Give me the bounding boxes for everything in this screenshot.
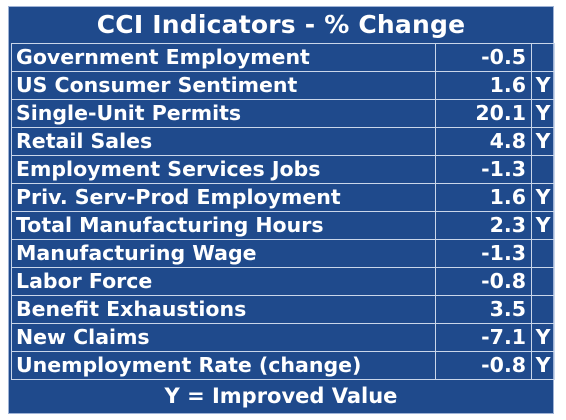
indicator-label: Benefit Exhaustions xyxy=(11,295,436,324)
table-row: Manufacturing Wage -1.3 xyxy=(11,239,555,268)
chart-title: CCI Indicators - % Change xyxy=(96,10,466,39)
improved-flag: Y xyxy=(531,183,555,212)
table-row: Benefit Exhaustions 3.5 xyxy=(11,295,555,324)
improved-flag: Y xyxy=(531,323,555,352)
table-row: US Consumer Sentiment 1.6 Y xyxy=(11,71,555,100)
indicator-label: Single-Unit Permits xyxy=(11,99,436,128)
table-row: Retail Sales 4.8 Y xyxy=(11,127,555,156)
improved-flag: Y xyxy=(531,71,555,100)
indicator-label: Unemployment Rate (change) xyxy=(11,351,436,380)
indicators-table-body: Government Employment -0.5 US Consumer Sen… xyxy=(11,43,555,380)
indicator-value: -0.5 xyxy=(435,43,532,72)
table-row: Government Employment -0.5 xyxy=(11,43,555,72)
improved-flag xyxy=(531,267,555,296)
improved-flag: Y xyxy=(531,211,555,240)
cci-indicators-panel: CCI Indicators - % Change Government Emp… xyxy=(8,6,555,414)
indicator-value: -0.8 xyxy=(435,267,532,296)
indicator-value: -7.1 xyxy=(435,323,532,352)
indicator-label: US Consumer Sentiment xyxy=(11,71,436,100)
indicator-value: 3.5 xyxy=(435,295,532,324)
improved-flag xyxy=(531,155,555,184)
indicator-value: -1.3 xyxy=(435,155,532,184)
table-row: Employment Services Jobs -1.3 xyxy=(11,155,555,184)
indicator-label: Labor Force xyxy=(11,267,436,296)
indicators-table: Government Employment -0.5 US Consumer Sen… xyxy=(11,43,555,380)
indicator-value: 1.6 xyxy=(435,71,532,100)
indicator-value: -0.8 xyxy=(435,351,532,380)
indicator-value: 20.1 xyxy=(435,99,532,128)
legend-footnote: Y = Improved Value xyxy=(164,384,398,408)
improved-flag: Y xyxy=(531,351,555,380)
table-row: Labor Force -0.8 xyxy=(11,267,555,296)
indicator-label: Employment Services Jobs xyxy=(11,155,436,184)
indicator-label: Manufacturing Wage xyxy=(11,239,436,268)
table-row: Unemployment Rate (change) -0.8 Y xyxy=(11,351,555,380)
indicator-label: Retail Sales xyxy=(11,127,436,156)
table-row: Priv. Serv-Prod Employment 1.6 Y xyxy=(11,183,555,212)
improved-flag xyxy=(531,43,555,72)
indicator-value: 4.8 xyxy=(435,127,532,156)
table-row: Single-Unit Permits 20.1 Y xyxy=(11,99,555,128)
indicator-label: New Claims xyxy=(11,323,436,352)
indicator-value: -1.3 xyxy=(435,239,532,268)
indicator-value: 2.3 xyxy=(435,211,532,240)
indicator-value: 1.6 xyxy=(435,183,532,212)
improved-flag: Y xyxy=(531,99,555,128)
improved-flag xyxy=(531,295,555,324)
indicator-label: Total Manufacturing Hours xyxy=(11,211,436,240)
indicator-label: Government Employment xyxy=(11,43,436,72)
improved-flag xyxy=(531,239,555,268)
improved-flag: Y xyxy=(531,127,555,156)
indicator-label: Priv. Serv-Prod Employment xyxy=(11,183,436,212)
table-row: New Claims -7.1 Y xyxy=(11,323,555,352)
table-row: Total Manufacturing Hours 2.3 Y xyxy=(11,211,555,240)
